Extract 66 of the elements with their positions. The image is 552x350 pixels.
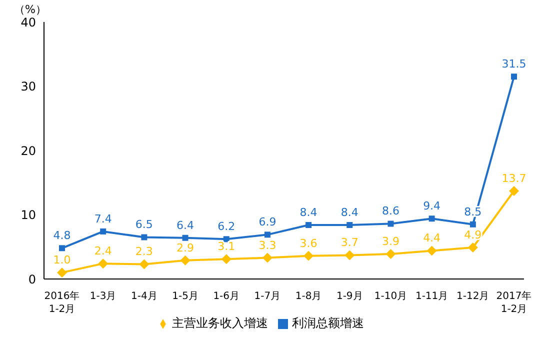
point: [511, 74, 517, 80]
x-tick-label: 1-8月: [295, 291, 322, 302]
point: [100, 228, 106, 234]
x-tick-label: 1-4月: [131, 291, 158, 302]
x-tick-label: 1-9月: [336, 291, 363, 302]
data-label: 31.5: [502, 58, 526, 71]
data-label: 7.4: [94, 212, 112, 226]
data-label: 1.0: [53, 254, 71, 267]
data-label: 6.4: [176, 218, 194, 232]
x-tick-label: 1-11月: [415, 291, 448, 302]
data-label: 3.3: [258, 238, 276, 252]
data-label: 8.4: [300, 206, 318, 220]
point: [180, 255, 190, 266]
data-label: 6.5: [135, 218, 153, 232]
data-label: 2.3: [135, 245, 153, 258]
point: [304, 250, 314, 261]
point: [470, 221, 476, 228]
y-tick-label: 30: [20, 80, 36, 94]
x-tick-label: 1-5月: [172, 291, 198, 302]
data-label: 6.9: [258, 216, 276, 229]
data-label: 3.1: [218, 240, 236, 254]
data-label: 3.6: [300, 236, 318, 250]
data-label: 13.7: [502, 172, 526, 185]
point: [426, 246, 437, 256]
x-tick-label: 1-7月: [254, 291, 281, 302]
point: [386, 248, 396, 259]
point: [344, 250, 355, 260]
data-label: 4.9: [464, 228, 482, 242]
x-tick-label: 1-10月: [374, 291, 408, 302]
x-tick-label: 1-6月: [213, 291, 240, 302]
point: [428, 216, 435, 222]
x-tick-label: 1-3月: [90, 291, 116, 302]
point: [346, 222, 353, 228]
point: [509, 186, 519, 196]
data-label: 8.6: [382, 204, 400, 218]
data-label: 4.4: [423, 232, 441, 245]
y-tick-label: 20: [20, 144, 36, 158]
point: [221, 254, 232, 264]
point: [264, 232, 270, 238]
point: [306, 222, 312, 228]
legend-label: 主营业务收入增速: [172, 316, 268, 330]
y-axis-title: （%）: [14, 2, 46, 17]
point: [468, 242, 478, 253]
point: [262, 252, 272, 263]
point: [59, 245, 65, 252]
point: [182, 234, 188, 241]
data-label: 6.2: [218, 220, 236, 234]
legend-label: 利润总额增速: [292, 316, 364, 330]
x-tick-label: 2016年 1-2月: [44, 290, 80, 315]
point: [57, 268, 67, 278]
point: [98, 258, 108, 269]
data-label: 9.4: [423, 200, 441, 213]
x-tick-label: 1-12月: [456, 291, 490, 302]
data-label: 4.8: [53, 229, 71, 242]
y-tick-label: 10: [20, 208, 36, 222]
data-label: 8.4: [340, 206, 358, 220]
data-label: 2.4: [94, 244, 112, 258]
data-label: 2.9: [176, 241, 194, 254]
x-tick-label: 2017年 1-2月: [496, 290, 532, 315]
point: [139, 259, 150, 270]
data-label: 3.7: [340, 236, 358, 250]
data-label: 3.9: [382, 234, 400, 248]
y-tick-label: 0: [28, 272, 36, 286]
point: [141, 234, 148, 240]
y-tick-label: 40: [20, 15, 36, 30]
point: [388, 220, 394, 227]
